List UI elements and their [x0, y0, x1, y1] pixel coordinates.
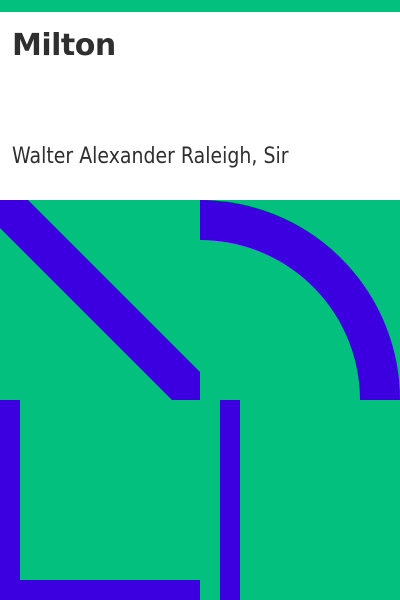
quarter-ring [200, 200, 400, 400]
diagonal-stripe-tile [0, 200, 200, 400]
quarter-ring-tile [200, 200, 400, 400]
bracket-vertical [0, 400, 20, 600]
top-color-strip [0, 0, 400, 12]
book-title: Milton [12, 28, 116, 63]
vertical-bar [220, 400, 240, 600]
book-author: Walter Alexander Raleigh, Sir [12, 144, 289, 169]
bracket-tile [0, 400, 200, 600]
title-panel: Milton Walter Alexander Raleigh, Sir [0, 12, 400, 200]
bar-tile [220, 400, 240, 600]
cover-artwork [0, 200, 400, 600]
diagonal-stripe [0, 200, 200, 400]
bracket-horizontal [0, 580, 200, 600]
